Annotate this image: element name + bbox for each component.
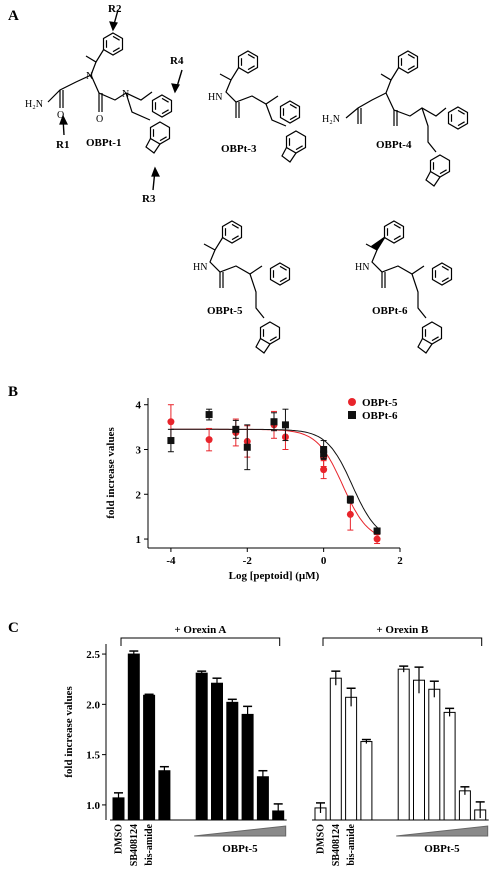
x-tick-label: -4 xyxy=(166,555,176,567)
legend-marker xyxy=(348,398,356,406)
r1-label: R1 xyxy=(56,139,69,151)
data-point-obpt-6 xyxy=(320,445,328,453)
legend-label: OBPt-6 xyxy=(362,410,398,422)
atom-hn-5: HN xyxy=(193,262,207,273)
y-axis-label: fold increase values xyxy=(105,427,117,519)
data-point-obpt-6 xyxy=(167,437,175,445)
bar xyxy=(360,741,373,821)
data-point-obpt-5 xyxy=(320,466,328,474)
category-label: DMSO xyxy=(114,824,125,854)
group-label: + Orexin B xyxy=(376,624,429,636)
atom-n-1b: N xyxy=(122,89,129,100)
group-bracket xyxy=(120,637,281,646)
atom-n-1: N xyxy=(86,71,93,82)
compound-label-obpt-6: OBPt-6 xyxy=(372,305,408,317)
bar xyxy=(143,694,156,821)
bar xyxy=(241,713,254,821)
structure-obpt-1 xyxy=(47,9,183,191)
structure-obpt-6 xyxy=(365,220,453,354)
concentration-wedge xyxy=(396,825,489,837)
data-point-obpt-5 xyxy=(373,535,381,543)
y-tick-label: 1.5 xyxy=(86,750,100,762)
data-point-obpt-5 xyxy=(205,436,213,444)
x-tick-label: 2 xyxy=(397,555,403,567)
group-bracket xyxy=(322,637,483,646)
atom-o-1a: O xyxy=(57,110,64,121)
y-tick-label: 2.0 xyxy=(86,699,100,711)
category-label: SB408124 xyxy=(331,824,342,866)
compound-label-obpt-5: OBPt-5 xyxy=(207,305,243,317)
bar xyxy=(397,668,410,821)
atom-o-1b: O xyxy=(96,114,103,125)
category-label: SB408124 xyxy=(129,824,140,866)
panel-b-letter: B xyxy=(8,384,19,400)
data-point-obpt-6 xyxy=(243,443,251,451)
category-label: OBPt-5 xyxy=(222,843,258,855)
legend-label: OBPt-5 xyxy=(362,397,398,409)
concentration-wedge xyxy=(194,825,287,837)
chart-dose-response: 1 2 3 4 -4 -2 0 2 Log [peptoid] (µM) fold increas… xyxy=(105,397,403,582)
data-point-obpt-6 xyxy=(270,418,278,426)
data-point-obpt-5 xyxy=(346,510,354,518)
bar xyxy=(329,677,342,821)
data-point-obpt-6 xyxy=(205,411,213,419)
y-tick-label: 1.0 xyxy=(86,800,100,812)
x-tick-label: 0 xyxy=(321,555,327,567)
data-point-obpt-6 xyxy=(373,527,381,535)
atom-h2n-1: H₂N xyxy=(25,99,43,110)
r4-label: R4 xyxy=(170,55,184,67)
y-tick-label: 1 xyxy=(136,534,142,546)
y-tick-label: 2.5 xyxy=(86,649,100,661)
bar xyxy=(458,790,471,821)
y-axis-label: fold increase values xyxy=(63,686,75,778)
compound-label-obpt-1: OBPt-1 xyxy=(86,137,121,149)
bar xyxy=(211,682,223,821)
structure-obpt-4 xyxy=(345,50,469,187)
atom-h2n-4: H₂N xyxy=(322,114,340,125)
bar xyxy=(195,672,208,821)
panel-a-letter: A xyxy=(8,8,19,24)
category-label: bis-amide xyxy=(346,823,357,865)
structure-obpt-3 xyxy=(219,50,307,163)
data-point-obpt-6 xyxy=(281,421,289,429)
bar xyxy=(158,770,171,821)
data-point-obpt-6 xyxy=(346,496,354,504)
panel-c-letter: C xyxy=(8,620,19,636)
bar xyxy=(428,688,441,821)
bar xyxy=(127,653,140,821)
category-label: OBPt-5 xyxy=(424,843,460,855)
chart-fold-increase-bars: 1.0 1.5 2.0 2.5 fold increase values + Orexin… xyxy=(63,624,489,866)
fit-curve-obpt-6 xyxy=(170,428,380,530)
data-point-obpt-6 xyxy=(232,425,240,433)
x-tick-label: -2 xyxy=(243,555,253,567)
category-label: bis-amide xyxy=(144,823,155,865)
bar xyxy=(226,701,239,821)
group-label: + Orexin A xyxy=(174,624,226,636)
bar xyxy=(256,776,269,821)
compound-label-obpt-4: OBPt-4 xyxy=(376,139,412,151)
y-tick-label: 2 xyxy=(136,489,142,501)
data-point-obpt-5 xyxy=(167,418,175,426)
atom-hn-3: HN xyxy=(208,92,222,103)
y-tick-label: 4 xyxy=(136,400,142,412)
fit-curve-obpt-5 xyxy=(170,428,380,536)
structure-obpt-5 xyxy=(203,220,291,354)
bar xyxy=(443,711,456,821)
category-label: DMSO xyxy=(316,824,327,854)
bar xyxy=(413,679,425,821)
x-axis-label: Log [peptoid] (µM) xyxy=(229,570,320,582)
r3-label: R3 xyxy=(142,193,156,205)
panel-a-structures: H₂N N O O N R2 R4 R1 R3 OBPt-1 HN OBPt-3… xyxy=(25,3,469,354)
r2-label: R2 xyxy=(108,3,122,15)
atom-hn-6: HN xyxy=(355,262,369,273)
bar xyxy=(345,696,358,821)
compound-label-obpt-3: OBPt-3 xyxy=(221,143,257,155)
legend-marker xyxy=(348,411,356,419)
y-tick-label: 3 xyxy=(136,444,142,456)
